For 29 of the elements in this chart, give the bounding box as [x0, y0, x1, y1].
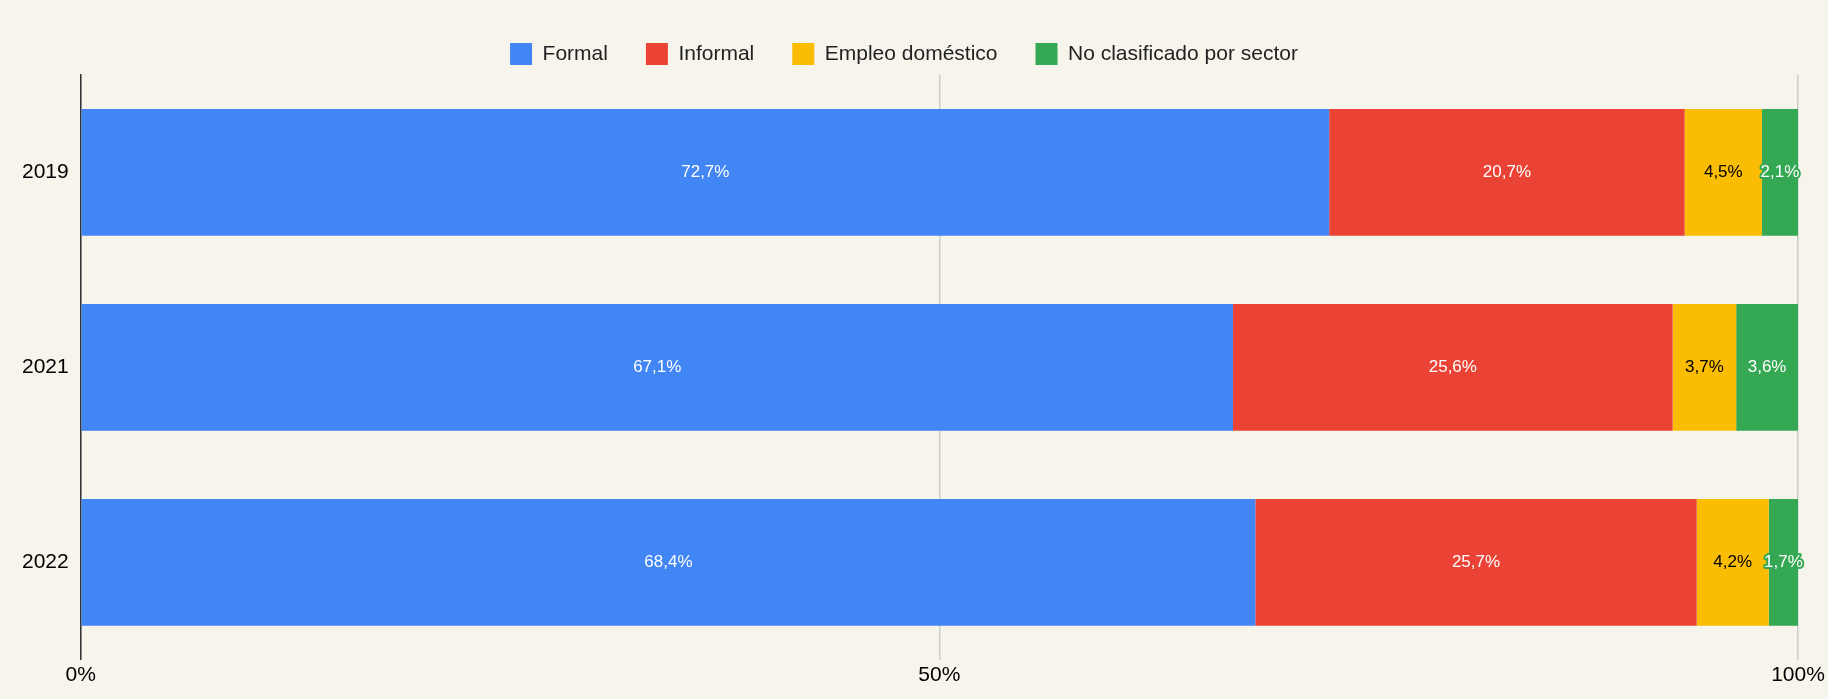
bar: [1736, 304, 1798, 431]
y-tick-label: 2019: [22, 159, 69, 183]
legend-label: Empleo doméstico: [824, 40, 998, 64]
data-label: 25,6%: [1428, 357, 1477, 377]
data-label: 4,5%: [1703, 162, 1743, 182]
bar: [81, 304, 1234, 431]
data-label: 25,7%: [1451, 552, 1501, 572]
data-label: 67,1%: [633, 357, 682, 377]
bar: [81, 498, 1256, 626]
data-label: 68,4%: [644, 552, 693, 572]
data-label: 20,7%: [1482, 162, 1532, 182]
data-label: 3,7%: [1685, 357, 1724, 377]
y-tick-label: 2021: [22, 354, 69, 378]
x-tick-label: 50%: [918, 662, 961, 686]
y-tick-label: 2022: [22, 549, 69, 573]
data-label: 4,2%: [1713, 552, 1753, 572]
legend-label: Informal: [678, 40, 755, 64]
x-tick-label: 100%: [1771, 662, 1825, 686]
data-label: 72,7%: [681, 162, 730, 182]
bar: [1329, 109, 1685, 236]
data-label: 3,6%: [1747, 357, 1787, 377]
legend-label: Formal: [542, 40, 608, 64]
bar: [1684, 109, 1762, 236]
x-tick-label: 0%: [65, 662, 96, 686]
bar: [81, 109, 1330, 236]
legend-label: No clasificado por sector: [1068, 40, 1298, 64]
bar: [1672, 304, 1737, 431]
bar: [1255, 498, 1697, 626]
bar: [1233, 304, 1673, 431]
